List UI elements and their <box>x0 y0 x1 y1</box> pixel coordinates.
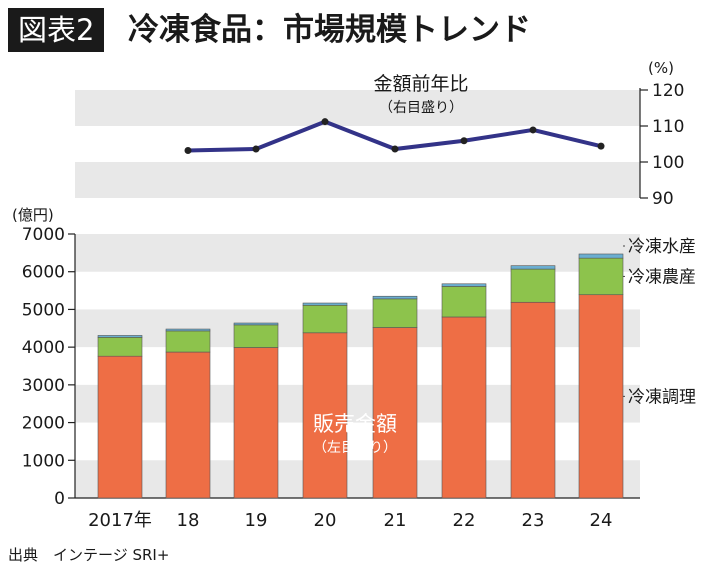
bar-x-tick-label: 22 <box>453 510 476 531</box>
legend-label: 冷凍水産 <box>628 237 696 257</box>
line-point <box>184 146 192 154</box>
bar-agri <box>302 304 348 334</box>
line-series <box>184 118 605 154</box>
bar-x-labels: 2017年 18 19 20 21 22 23 24 <box>88 510 612 531</box>
bar-cooked <box>302 332 348 499</box>
bar-cooked <box>510 301 556 499</box>
bar-agri <box>578 257 624 296</box>
bar-x-tick-label: 18 <box>177 510 200 531</box>
bar-seafood <box>97 335 143 338</box>
line-axis-unit: (%) <box>648 59 674 77</box>
chart-area: 金額前年比 （右目盛り） (%) 90 100 110 120 (億円) 0 1000 2… <box>12 59 696 531</box>
legend-label: 冷凍調理 <box>628 387 696 407</box>
legend-label: 冷凍農産 <box>628 267 696 287</box>
chart-title: 冷凍食品：市場規模トレンド <box>128 12 531 48</box>
line-y-tick-label: 100 <box>652 153 684 173</box>
bar-x-tick-label: 20 <box>314 510 337 531</box>
bar-y-tick-label: 5000 <box>22 300 65 320</box>
source-note: 出典 インテージ SRI+ <box>8 546 170 564</box>
header: 図表2 冷凍食品：市場規模トレンド <box>0 0 720 58</box>
bar-legend: 冷凍調理 冷凍農産 冷凍水産 <box>623 237 696 407</box>
bar-cooked <box>372 327 418 499</box>
bar-agri <box>510 268 556 303</box>
line-chart-bands <box>75 90 640 198</box>
bar-series <box>97 253 624 499</box>
bar-cooked <box>97 355 143 499</box>
line-point <box>529 126 537 134</box>
bar-y-tick-label: 7000 <box>22 225 65 245</box>
bar-cooked <box>165 351 211 499</box>
bar-y-tick-label: 2000 <box>22 414 65 434</box>
bar-seafood <box>372 295 418 300</box>
line-point <box>597 142 605 150</box>
bar-x-tick-label: 21 <box>384 510 407 531</box>
bar-x-tick-label: 2017年 <box>88 510 152 531</box>
bar-annotation-subtitle: （左目盛り） <box>313 440 397 456</box>
bar-seafood <box>233 322 279 326</box>
line-y-tick-label: 90 <box>652 189 674 209</box>
bar-seafood <box>441 283 487 287</box>
bar-y-tick-label: 0 <box>54 489 65 509</box>
bar-seafood <box>302 302 348 306</box>
bar-x-tick-label: 24 <box>590 510 613 531</box>
bar-axis-unit: (億円) <box>12 206 54 224</box>
bar-agri <box>233 324 279 348</box>
bar-seafood <box>578 253 624 259</box>
bar-y-tick-label: 4000 <box>22 338 65 358</box>
bar-cooked <box>441 316 487 499</box>
bar-annotation: 販売金額 <box>313 412 397 436</box>
bar-y-tick-label: 3000 <box>22 376 65 396</box>
bar-agri <box>165 330 211 353</box>
bar-y-tick-label: 6000 <box>22 263 65 283</box>
line-grid-band <box>75 162 640 198</box>
line-point <box>460 137 468 145</box>
line-point <box>321 118 329 126</box>
line-point <box>252 145 260 153</box>
figure-label: 図表2 <box>8 8 105 52</box>
bar-cooked <box>233 347 279 499</box>
bar-x-tick-label: 23 <box>522 510 545 531</box>
bar-agri <box>372 298 418 328</box>
bar-seafood <box>165 328 211 332</box>
bar-cooked <box>578 294 624 499</box>
bar-agri <box>97 337 143 357</box>
bar-agri <box>441 286 487 318</box>
line-point <box>391 145 399 153</box>
bar-chart-axis: 0 1000 2000 3000 4000 5000 6000 7000 <box>22 225 640 509</box>
bar-x-tick-label: 19 <box>245 510 268 531</box>
line-chart-title: 金額前年比 <box>373 73 468 95</box>
line-grid-band <box>75 90 640 126</box>
line-y-tick-label: 120 <box>652 81 684 101</box>
line-chart-axis: 90 100 110 120 <box>639 81 684 209</box>
bar-y-tick-label: 1000 <box>22 451 65 471</box>
bar-seafood <box>510 265 556 270</box>
line-y-tick-label: 110 <box>652 117 684 137</box>
line-chart-subtitle: （右目盛り） <box>379 100 463 116</box>
